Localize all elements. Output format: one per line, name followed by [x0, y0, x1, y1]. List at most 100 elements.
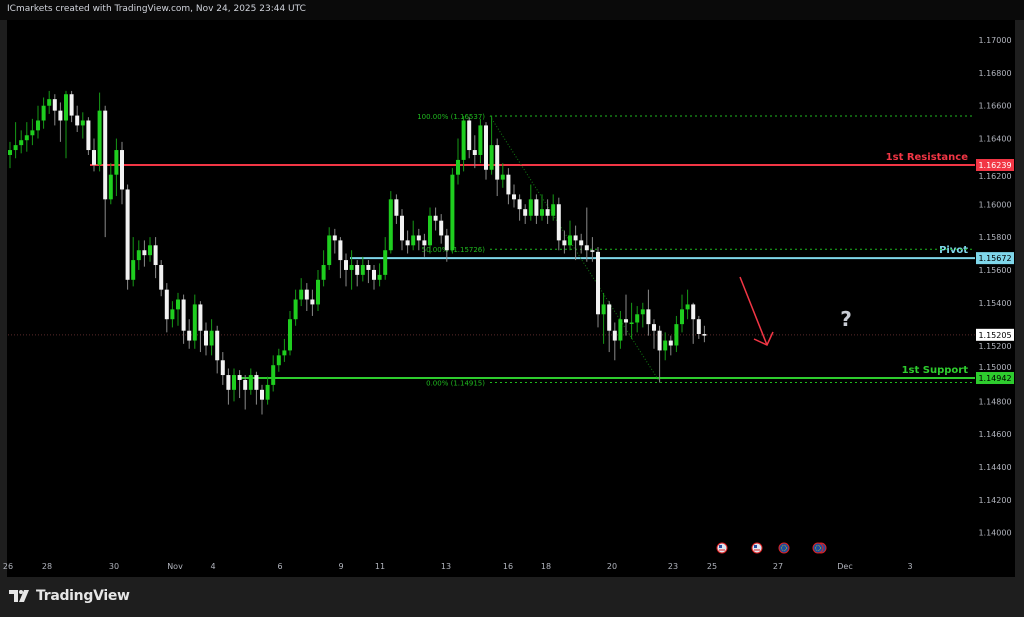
level-name-label: 1st Resistance — [886, 152, 969, 163]
candle — [562, 230, 567, 254]
candle-body — [176, 299, 180, 310]
price-tick-label: 1.14000 — [978, 529, 1011, 538]
candle — [192, 294, 197, 349]
candle-body — [472, 150, 477, 155]
candle-body — [456, 159, 460, 175]
candle-body — [377, 274, 382, 280]
candle — [428, 207, 432, 254]
candle — [433, 207, 438, 231]
candle — [680, 294, 684, 333]
time-tick-label: 9 — [338, 562, 343, 571]
time-tick-label: 30 — [109, 562, 119, 571]
down-arrow-annotation[interactable] — [739, 276, 774, 346]
candle — [97, 92, 102, 172]
candle-body — [125, 189, 130, 280]
candle — [41, 97, 46, 129]
candle-body — [428, 215, 432, 246]
candle — [215, 325, 220, 374]
candle-body — [288, 319, 292, 351]
time-tick-label: 27 — [773, 562, 783, 571]
candle — [153, 237, 158, 279]
candle — [590, 237, 595, 262]
candle-body — [635, 314, 640, 323]
candle-body — [372, 269, 376, 280]
candle — [534, 194, 539, 224]
time-tick-label: 20 — [607, 562, 617, 571]
candle-body — [248, 375, 253, 390]
candle-body — [663, 340, 668, 351]
level-price-text: 1.14942 — [978, 374, 1011, 383]
candle — [142, 240, 147, 267]
candle — [584, 207, 589, 262]
candle-body — [629, 322, 634, 324]
us-flag-icon[interactable] — [716, 542, 728, 554]
candle — [271, 355, 276, 392]
candle-body — [142, 250, 147, 256]
candle-body — [568, 235, 572, 246]
candle — [601, 292, 606, 344]
candle — [349, 250, 354, 290]
time-tick-label: 13 — [441, 562, 451, 571]
candle-body — [198, 304, 203, 331]
candle — [461, 116, 466, 172]
candle-body — [13, 145, 18, 151]
candle-body — [232, 375, 236, 390]
candle-body — [545, 209, 550, 216]
candle-body — [652, 324, 656, 331]
tradingview-logo[interactable]: TradingView — [9, 588, 130, 604]
candle — [64, 90, 68, 159]
level-price-badge — [976, 372, 1014, 385]
candle-body — [657, 330, 662, 351]
candle — [674, 315, 679, 353]
candle — [545, 199, 550, 224]
candle-body — [411, 235, 416, 246]
level-price-badge — [976, 159, 1014, 171]
candle-body — [192, 304, 197, 341]
candle — [355, 260, 360, 287]
us-flag-icon[interactable] — [751, 542, 763, 554]
candle — [444, 228, 449, 262]
time-axis[interactable]: 26 28 30 Nov 4 6 9 11 13 16 18 20 23 25 27 Dec 3 — [3, 562, 913, 571]
candle — [8, 141, 12, 169]
candle-body — [209, 330, 214, 346]
candle — [573, 225, 578, 261]
candle — [506, 168, 511, 205]
eu-flag-icon[interactable] — [812, 542, 827, 554]
candle — [657, 325, 662, 383]
candle — [484, 122, 488, 180]
eu-flag-icon[interactable] — [778, 542, 790, 554]
candles — [8, 90, 707, 415]
candle-body — [696, 319, 701, 334]
question-mark-annotation[interactable]: ? — [840, 307, 852, 331]
candle — [198, 301, 203, 353]
time-tick-label: 16 — [503, 562, 513, 571]
candle-body — [624, 319, 628, 323]
candle — [691, 302, 696, 344]
candle — [405, 230, 410, 254]
candle — [47, 90, 52, 114]
candle-body — [159, 265, 164, 290]
time-tick-label: 11 — [375, 562, 385, 571]
price-axis[interactable]: 1.14000 1.14200 1.14400 1.14600 1.14800 1.150… — [978, 36, 1011, 538]
price-tick-label: 1.16800 — [978, 69, 1011, 78]
candle-body — [97, 110, 102, 165]
fib-retracement[interactable]: 100.00% (1.16537) 50.00% (1.15726) 0.00% (… — [417, 113, 975, 387]
economic-events[interactable] — [716, 542, 827, 554]
header-text: ICmarkets created with TradingView.com, … — [7, 4, 306, 14]
candle — [400, 209, 404, 251]
candle-body — [237, 375, 242, 380]
candle — [596, 246, 600, 328]
candle-body — [523, 209, 528, 216]
candle-body — [506, 174, 511, 195]
candle-body — [316, 279, 320, 305]
candle — [52, 94, 57, 126]
candle-body — [204, 330, 208, 346]
candle-body — [702, 333, 707, 336]
candle — [13, 122, 18, 159]
candle-body — [131, 260, 136, 280]
candle-body — [103, 110, 108, 200]
candle — [450, 168, 455, 254]
candle — [624, 294, 628, 336]
candle-body — [674, 324, 679, 346]
